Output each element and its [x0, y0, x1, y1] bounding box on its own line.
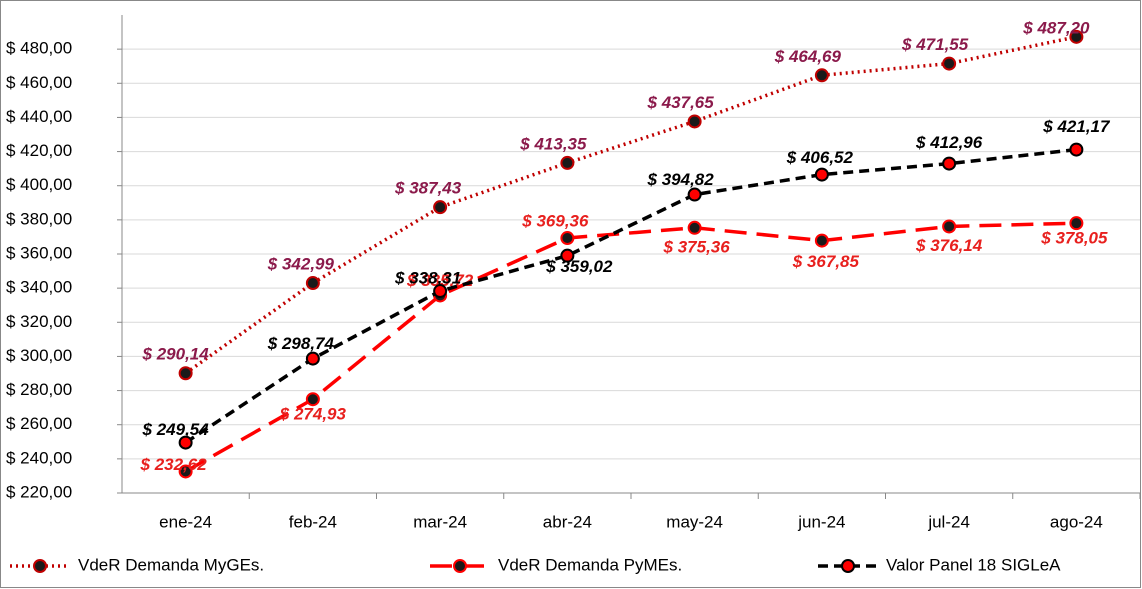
- x-tick-label: feb-24: [289, 512, 337, 531]
- marker: [687, 187, 702, 202]
- x-tick-label: jul-24: [927, 512, 970, 531]
- y-tick-label: $ 340,00: [6, 278, 72, 297]
- marker: [942, 156, 957, 171]
- y-tick-label: $ 260,00: [6, 414, 72, 433]
- value-label: $ 290,14: [142, 345, 210, 364]
- y-tick-label: $ 380,00: [6, 209, 72, 228]
- value-label: $ 406,52: [786, 148, 854, 167]
- value-label: $ 232,62: [140, 455, 208, 474]
- marker: [942, 56, 957, 71]
- value-label: $ 437,65: [647, 93, 715, 112]
- value-label: $ 378,05: [1040, 229, 1108, 248]
- value-label: $ 359,02: [545, 257, 613, 276]
- value-label: $ 464,69: [774, 47, 842, 66]
- x-tick-label: jun-24: [797, 512, 845, 531]
- marker: [433, 200, 448, 215]
- marker: [560, 155, 575, 170]
- x-tick-label: mar-24: [413, 512, 467, 531]
- value-label: $ 342,99: [267, 255, 335, 274]
- y-tick-label: $ 460,00: [6, 73, 72, 92]
- marker: [1069, 142, 1084, 157]
- value-label: $ 367,85: [792, 252, 860, 271]
- x-tick-label: ene-24: [159, 512, 212, 531]
- x-tick-label: may-24: [666, 512, 723, 531]
- y-tick-label: $ 280,00: [6, 380, 72, 399]
- y-tick-label: $ 480,00: [6, 39, 72, 58]
- legend-label: VdeR Demanda PyMEs.: [498, 555, 682, 574]
- value-label: $ 249,54: [142, 420, 210, 439]
- marker: [942, 219, 957, 234]
- y-tick-label: $ 300,00: [6, 346, 72, 365]
- marker: [687, 220, 702, 235]
- marker: [433, 284, 448, 299]
- value-label: $ 376,14: [915, 236, 983, 255]
- value-label: $ 394,82: [647, 170, 715, 189]
- value-label: $ 387,43: [394, 179, 462, 198]
- value-label: $ 375,36: [663, 237, 731, 256]
- x-tick-label: abr-24: [543, 512, 592, 531]
- series-line: [184, 147, 1077, 445]
- value-label: $ 471,55: [901, 35, 969, 54]
- marker: [1069, 216, 1084, 231]
- series-line: [184, 35, 1077, 375]
- marker: [814, 167, 829, 182]
- marker: [305, 392, 320, 407]
- y-tick-label: $ 240,00: [6, 448, 72, 467]
- marker: [1069, 29, 1084, 44]
- value-label: $ 298,74: [267, 334, 335, 353]
- marker: [560, 231, 575, 246]
- marker: [178, 464, 193, 479]
- legend-label: VdeR Demanda MyGEs.: [78, 555, 264, 574]
- legend-marker: [453, 559, 467, 573]
- series-line: [184, 221, 1077, 473]
- value-label: $ 487,20: [1022, 18, 1090, 37]
- marker: [560, 248, 575, 263]
- y-tick-label: $ 400,00: [6, 175, 72, 194]
- marker: [178, 366, 193, 381]
- value-label: $ 369,36: [521, 212, 589, 231]
- y-tick-label: $ 440,00: [6, 107, 72, 126]
- value-label: $ 413,35: [519, 134, 587, 153]
- marker: [305, 351, 320, 366]
- marker: [814, 233, 829, 248]
- y-tick-label: $ 360,00: [6, 243, 72, 262]
- legend-marker: [33, 559, 47, 573]
- value-label: $ 421,17: [1042, 117, 1111, 136]
- legend-marker: [841, 559, 855, 573]
- legend-label: Valor Panel 18 SIGLeA: [886, 555, 1061, 574]
- value-label: $ 274,93: [279, 405, 347, 424]
- marker: [814, 68, 829, 83]
- value-label: $ 338,31: [394, 269, 461, 288]
- value-label: $ 412,96: [915, 133, 983, 152]
- value-label: $ 335,72: [406, 271, 474, 290]
- marker: [178, 435, 193, 450]
- y-tick-label: $ 420,00: [6, 141, 72, 160]
- x-tick-label: ago-24: [1050, 512, 1103, 531]
- marker: [305, 276, 320, 291]
- y-tick-label: $ 220,00: [6, 482, 72, 501]
- marker: [687, 114, 702, 129]
- y-tick-label: $ 320,00: [6, 312, 72, 331]
